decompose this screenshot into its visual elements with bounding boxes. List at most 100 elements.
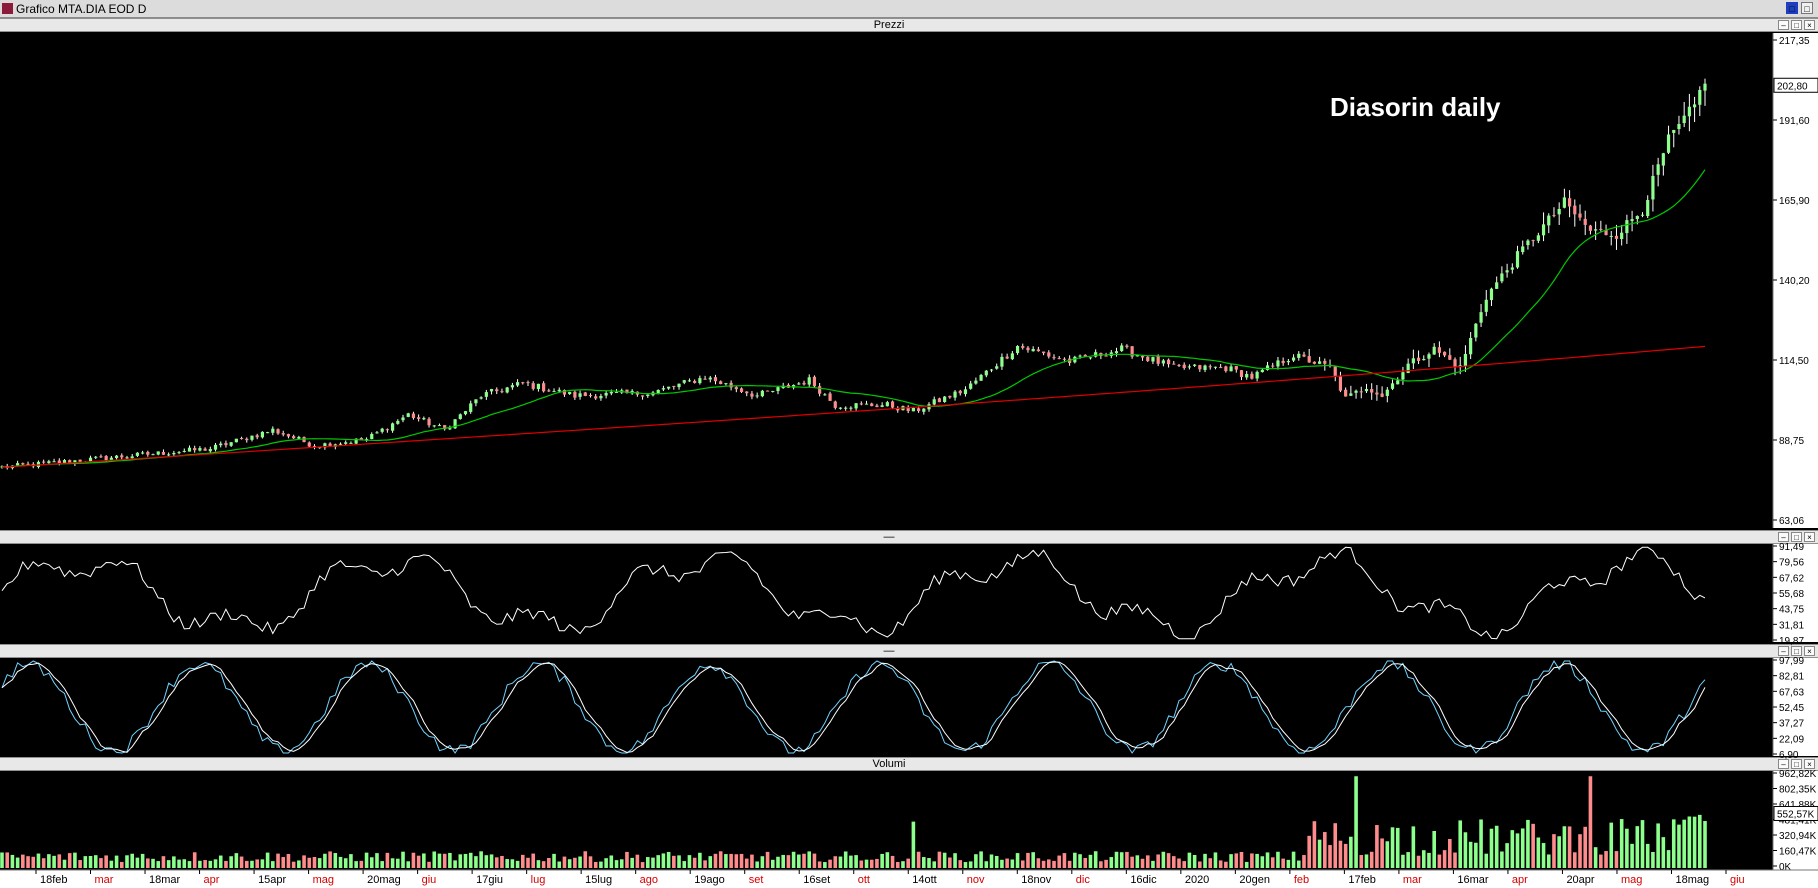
volume-bar [1385,841,1390,868]
panel-maximize-button[interactable]: □ [1791,20,1802,30]
price-candle [1594,221,1598,241]
panel-close-button[interactable]: × [1804,532,1815,542]
volume-bar [0,852,4,868]
price-candle [708,375,712,383]
volume-bar [57,854,62,868]
volume-bar [1265,852,1270,868]
volume-bar [1578,834,1582,868]
volume-bar [541,861,546,868]
x-tick-label: lug [531,874,546,886]
price-candle [151,453,155,456]
volume-bar [682,861,687,868]
volume-bar [619,859,624,868]
price-candle [1021,343,1025,350]
volume-bar [1078,854,1082,868]
volume-bar [1099,861,1103,868]
volume-bar [307,857,312,868]
panel-maximize-button[interactable]: □ [1791,759,1802,769]
price-candle [1427,352,1431,368]
panel-minimize-button[interactable]: – [1778,532,1789,542]
price-candle [870,402,874,407]
volume-bar [1448,838,1452,868]
volume-bar [1479,819,1483,868]
volume-bar [1500,851,1504,868]
panel-minimize-button[interactable]: – [1778,20,1789,30]
price-candle [250,435,254,442]
panel-close-button[interactable]: × [1804,759,1815,769]
price-candle [1375,385,1379,401]
price-candle [411,411,416,420]
price-candle [667,386,671,390]
volume-bar [1635,826,1640,868]
x-tick-label: apr [204,874,220,886]
price-candle [1396,377,1400,385]
volume-bar [1526,819,1530,868]
volume-bar [1312,821,1317,868]
volume-bar [1531,823,1535,868]
price-candle [1349,385,1353,397]
price-y-tick: 140,20 [1779,276,1810,287]
price-candle [1177,363,1181,367]
osc2-panel-header: — – □ × [0,644,1818,658]
volume-bar [645,857,650,868]
volume-bar [10,854,15,868]
price-candle [1448,348,1452,361]
volume-bar [1343,843,1348,868]
volume-bar [1390,827,1395,868]
price-candle [948,395,952,399]
price-candle [724,382,728,386]
volume-bar [989,854,994,868]
panel-minimize-button[interactable]: – [1778,646,1789,656]
price-candle [1000,353,1004,370]
price-candle [458,413,462,420]
price-candle [573,390,577,400]
window-restore-icon[interactable]: □ [1786,2,1798,14]
volume-bar [1276,851,1280,868]
price-candle [1047,350,1051,359]
volume-bar [1046,859,1051,868]
price-y-tick: 165,90 [1779,196,1810,207]
panel-maximize-button[interactable]: □ [1791,532,1802,542]
volume-bar [953,853,957,868]
price-candle [1656,157,1660,187]
volume-bar [651,857,655,868]
volume-bar [317,858,322,868]
volume-bar [1286,859,1291,868]
volume-bar [760,856,765,868]
volume-bar [359,860,364,868]
volume-bar [838,856,843,868]
volume-bar [177,859,181,868]
price-candle [422,416,426,421]
price-candle [1573,199,1577,227]
volume-bar [62,859,67,868]
volume-bar [1541,843,1546,868]
price-candle [1229,363,1233,372]
volume-bar [114,855,119,868]
volume-bar [442,853,447,868]
volume-bar [333,853,338,868]
price-candle [807,374,811,388]
volume-bar [901,861,905,868]
panel-maximize-button[interactable]: □ [1791,646,1802,656]
volume-bar [1661,837,1666,868]
volume-bar [880,853,884,868]
panel-close-button[interactable]: × [1804,20,1815,30]
volume-bar [437,853,442,868]
volume-bar [776,856,780,868]
volume-bar [958,860,963,868]
oscillator-2-line-1 [1,659,1706,754]
volume-bar [1224,861,1228,868]
volume-bar [604,858,608,868]
price-candle [974,377,978,385]
volume-bar [1692,816,1697,868]
price-candle [1666,125,1671,154]
volume-bar [1619,819,1624,868]
oscillator-2-line-2 [1,661,1706,753]
panel-close-button[interactable]: × [1804,646,1815,656]
window-maximize-icon[interactable]: □ [1801,2,1813,14]
volume-bar [338,856,343,868]
panel-minimize-button[interactable]: – [1778,759,1789,769]
volume-bar [1645,843,1650,868]
price-candle [370,432,374,440]
